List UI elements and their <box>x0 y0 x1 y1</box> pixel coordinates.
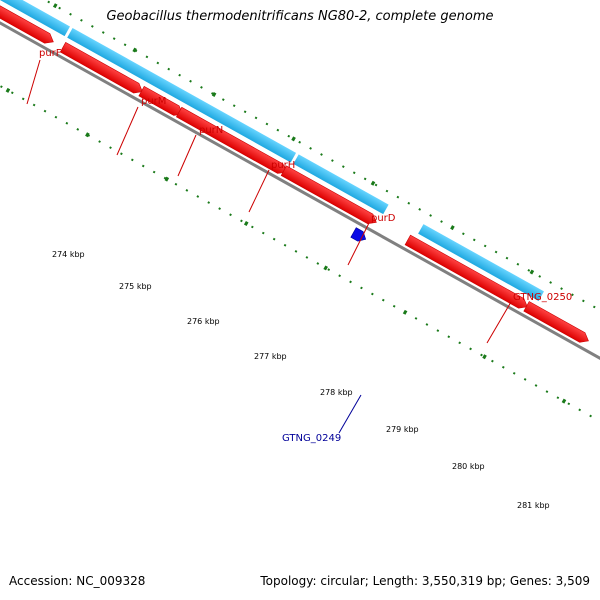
gene-label-purH: purH <box>271 160 295 171</box>
inner-tick-track <box>0 54 600 447</box>
leader-line-purD <box>347 222 370 266</box>
leader-line-GTNG_0250 <box>486 301 512 344</box>
leader-line-purN <box>177 134 197 177</box>
inner-major-tick <box>561 398 567 404</box>
cds-arrow-next <box>523 301 589 343</box>
gene-bar-purF <box>0 0 70 37</box>
accession-label: Accession: NC_009328 <box>9 574 146 588</box>
gene-bar-purD <box>293 154 389 215</box>
scale-label-281: 281 kbp <box>517 501 550 510</box>
scale-label-279: 279 kbp <box>386 425 419 434</box>
map-title: Geobacillus thermodenitrificans NG80-2, … <box>106 9 494 24</box>
cds-arrow-purF <box>0 0 54 44</box>
genome-summary: Topology: circular; Length: 3,550,319 bp… <box>260 574 590 588</box>
scale-label-280: 280 kbp <box>452 462 485 471</box>
inner-major-tick <box>85 132 90 138</box>
outer-major-tick <box>529 269 535 275</box>
outer-major-tick <box>52 3 58 9</box>
scale-label-278: 278 kbp <box>320 388 353 397</box>
leader-line-purF <box>26 59 41 105</box>
outer-major-tick <box>211 91 217 97</box>
cds-arrow-purD <box>280 165 377 225</box>
outer-tick-track <box>0 0 600 363</box>
cds-arrow-purM <box>59 42 143 94</box>
leader-line-purM <box>116 106 139 156</box>
outer-major-tick <box>291 136 296 142</box>
inner-major-tick <box>402 309 408 315</box>
cds-arrow-GTNG_0250 <box>404 234 528 309</box>
inner-major-tick <box>482 354 487 360</box>
gene-label-purF: purF <box>39 48 62 59</box>
gene-label-GTNG_0250: GTNG_0250 <box>513 292 572 303</box>
inner-major-tick <box>164 176 170 182</box>
outer-major-tick <box>370 180 376 186</box>
cds-track <box>0 0 589 343</box>
gene-label-purM: purM <box>141 96 166 107</box>
inner-major-tick <box>323 265 328 271</box>
scale-label-275: 275 kbp <box>119 282 152 291</box>
gene-bar-GTNG_0250 <box>418 224 544 302</box>
inner-major-tick <box>5 87 11 93</box>
outer-major-tick <box>132 47 137 53</box>
gene-label-purN: purN <box>199 125 223 136</box>
scale-label-274: 274 kbp <box>52 250 85 259</box>
outer-major-tick <box>450 225 455 231</box>
inner-major-tick <box>243 221 249 227</box>
scale-label-277: 277 kbp <box>254 352 287 361</box>
gene-track <box>0 0 544 302</box>
cds-arrow-purH <box>175 106 287 174</box>
leader-line-GTNG_0249 <box>338 394 362 434</box>
scale-label-276: 276 kbp <box>187 317 220 326</box>
gene-bar-purM-purH <box>67 27 297 163</box>
leader-line-purH <box>248 169 270 213</box>
gene-label-GTNG_0249: GTNG_0249 <box>282 433 341 444</box>
gene-label-purD: purD <box>371 213 396 224</box>
genome-backbone <box>0 1 600 400</box>
